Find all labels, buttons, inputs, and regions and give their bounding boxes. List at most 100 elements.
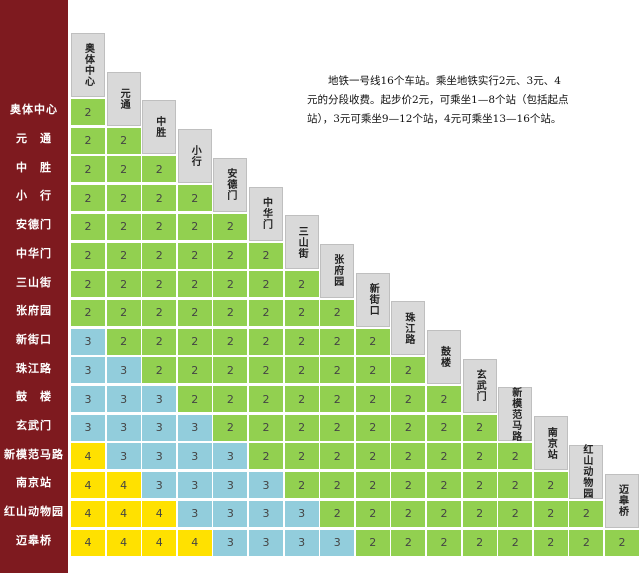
fare-cell: 3 — [249, 500, 283, 527]
column-header: 三山街 — [284, 215, 319, 270]
fare-cell: 2 — [106, 156, 141, 183]
fare-cell: 2 — [249, 386, 283, 412]
fare-cell: 2 — [213, 386, 248, 412]
fare-cell: 3 — [284, 500, 319, 527]
fare-cell: 2 — [106, 127, 141, 154]
fare-cell: 2 — [249, 414, 283, 441]
fare-cell: 2 — [106, 213, 141, 240]
fare-cell: 2 — [320, 386, 355, 412]
fare-cell: 3 — [177, 414, 212, 441]
fare-cell: 2 — [320, 443, 355, 470]
column-header: 新街口 — [355, 272, 390, 327]
fare-cell: 2 — [320, 328, 355, 355]
row-label: 鼓 楼 — [16, 390, 52, 404]
fare-cell: 3 — [142, 386, 177, 412]
column-header: 迈皋桥 — [605, 473, 639, 528]
fare-cell: 2 — [427, 500, 461, 527]
row-label: 安德门 — [16, 218, 52, 232]
fare-cell: 3 — [71, 328, 105, 355]
fare-cell: 3 — [142, 414, 177, 441]
fare-cell: 2 — [462, 414, 497, 441]
fare-cell: 2 — [142, 299, 177, 326]
fare-cell: 2 — [320, 414, 355, 441]
fare-cell: 2 — [498, 500, 533, 527]
fare-cell: 4 — [106, 500, 141, 527]
row-label: 中 胜 — [16, 160, 52, 174]
column-header: 珠江路 — [391, 301, 426, 356]
fare-cell: 2 — [106, 328, 141, 355]
fare-cell: 2 — [106, 271, 141, 298]
fare-cell: 3 — [177, 472, 212, 499]
fare-cell: 2 — [249, 299, 283, 326]
column-header: 元通 — [106, 71, 141, 126]
fare-cell: 2 — [533, 500, 568, 527]
fare-cell: 2 — [391, 529, 426, 556]
fare-cell: 3 — [71, 414, 105, 441]
fare-cell: 2 — [355, 500, 390, 527]
row-label: 玄武门 — [16, 419, 52, 433]
fare-cell: 2 — [71, 99, 105, 125]
fare-cell: 2 — [284, 357, 319, 384]
fare-cell: 2 — [213, 213, 248, 240]
fare-cell: 2 — [355, 472, 390, 499]
column-header: 小行 — [177, 129, 212, 184]
fare-cell: 4 — [71, 472, 105, 499]
fare-cell: 3 — [177, 500, 212, 527]
fare-cell: 3 — [71, 386, 105, 412]
fare-cell: 2 — [533, 472, 568, 499]
fare-cell: 2 — [427, 472, 461, 499]
fare-cell: 2 — [177, 357, 212, 384]
fare-cell: 2 — [462, 472, 497, 499]
fare-cell: 2 — [71, 242, 105, 269]
fare-cell: 2 — [71, 299, 105, 326]
fare-cell: 3 — [106, 414, 141, 441]
fare-cell: 2 — [498, 443, 533, 470]
fare-cell: 3 — [177, 443, 212, 470]
fare-cell: 2 — [355, 328, 390, 355]
fare-cell: 2 — [427, 386, 461, 412]
fare-cell: 2 — [391, 357, 426, 384]
fare-cell: 3 — [142, 443, 177, 470]
fare-cell: 3 — [213, 472, 248, 499]
fare-cell: 2 — [71, 213, 105, 240]
fare-cell: 2 — [284, 443, 319, 470]
fare-cell: 2 — [391, 414, 426, 441]
row-label: 张府园 — [16, 304, 52, 318]
fare-cell: 2 — [284, 328, 319, 355]
fare-note: 地铁一号线16个车站。乘坐地铁实行2元、3元、4元的分段收费。起步价2元，可乘坐… — [307, 75, 569, 125]
fare-cell: 2 — [320, 472, 355, 499]
row-label: 红山动物园 — [4, 505, 64, 519]
fare-cell: 2 — [355, 386, 390, 412]
fare-cell: 2 — [71, 271, 105, 298]
fare-cell: 2 — [106, 299, 141, 326]
fare-cell: 2 — [569, 500, 604, 527]
fare-cell: 2 — [71, 127, 105, 154]
fare-cell: 3 — [249, 529, 283, 556]
fare-cell: 2 — [142, 242, 177, 269]
fare-cell: 3 — [320, 529, 355, 556]
fare-cell: 3 — [284, 529, 319, 556]
column-header: 玄武门 — [462, 358, 497, 413]
fare-cell: 2 — [427, 529, 461, 556]
fare-cell: 2 — [355, 357, 390, 384]
fare-cell: 2 — [462, 443, 497, 470]
column-header: 南京站 — [533, 416, 568, 471]
fare-cell: 2 — [177, 185, 212, 212]
fare-cell: 2 — [177, 213, 212, 240]
fare-cell: 3 — [71, 357, 105, 384]
row-label: 奥体中心 — [10, 103, 58, 117]
row-label: 元 通 — [16, 132, 52, 146]
fare-cell: 2 — [320, 357, 355, 384]
fare-cell: 2 — [427, 414, 461, 441]
fare-cell: 2 — [213, 357, 248, 384]
fare-cell: 2 — [605, 529, 639, 556]
column-header: 中华门 — [249, 186, 283, 241]
fare-cell: 4 — [106, 529, 141, 556]
row-label: 迈皋桥 — [16, 533, 52, 547]
fare-cell: 2 — [213, 242, 248, 269]
row-label: 南京站 — [16, 476, 52, 490]
fare-cell: 3 — [249, 472, 283, 499]
fare-cell: 2 — [106, 185, 141, 212]
fare-cell: 4 — [71, 500, 105, 527]
